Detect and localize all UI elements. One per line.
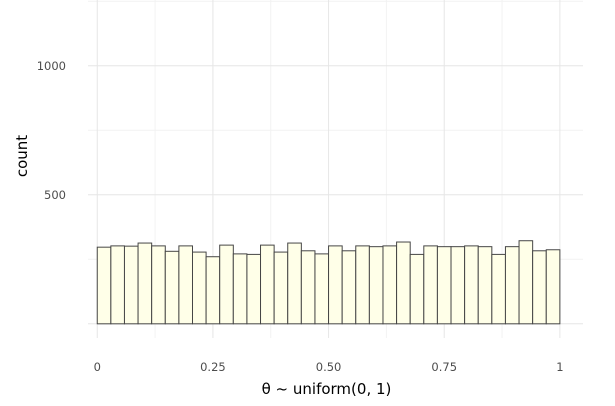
histogram-bar (137, 242, 153, 325)
histogram-bar (436, 246, 452, 325)
x-axis-ticks: 0 0.25 0.50 0.75 1 (94, 360, 564, 374)
histogram-bar (464, 245, 479, 325)
histogram-bar (151, 245, 166, 325)
histogram-bar (382, 245, 398, 325)
y-axis-ticks: 500 1000 (37, 59, 66, 202)
histogram-bar (355, 245, 370, 325)
x-tick-label: 0.75 (431, 360, 457, 374)
y-axis-title: count (13, 135, 31, 177)
histogram-bar (504, 246, 520, 325)
histogram-bar (232, 253, 248, 325)
histogram-bar (491, 253, 506, 325)
x-tick-label: 1 (556, 360, 563, 374)
histogram-bar (287, 242, 302, 325)
histogram-bar (191, 251, 207, 325)
y-tick-label: 1000 (37, 59, 66, 73)
histogram-bar (341, 250, 357, 325)
histogram-bar (178, 245, 193, 325)
histogram-bar (300, 250, 316, 325)
histogram-bar (164, 250, 180, 325)
histogram-bar (423, 245, 438, 325)
histogram-bar (368, 246, 384, 325)
histogram-bar (477, 246, 493, 325)
histogram-bar (532, 250, 547, 325)
bars-layer (96, 240, 561, 325)
histogram-bar (96, 246, 112, 325)
y-tick-label: 500 (44, 188, 66, 202)
x-axis-title: θ ~ uniform(0, 1) (262, 380, 392, 398)
x-tick-label: 0.50 (316, 360, 342, 374)
histogram-bar (518, 240, 534, 325)
histogram-bar (123, 245, 139, 325)
histogram-bar (314, 253, 330, 325)
histogram-bar (409, 253, 425, 325)
histogram-bar (545, 249, 561, 325)
x-tick-label: 0 (94, 360, 101, 374)
histogram-bar (260, 244, 275, 325)
histogram-bar (450, 246, 466, 325)
histogram-bar (219, 244, 234, 325)
histogram-bar (328, 245, 343, 325)
histogram-bar (110, 245, 125, 325)
histogram-bar (246, 253, 262, 325)
histogram-bar (205, 256, 221, 325)
x-tick-label: 0.25 (200, 360, 226, 374)
histogram-bar (396, 241, 411, 325)
histogram-bar (273, 251, 289, 325)
